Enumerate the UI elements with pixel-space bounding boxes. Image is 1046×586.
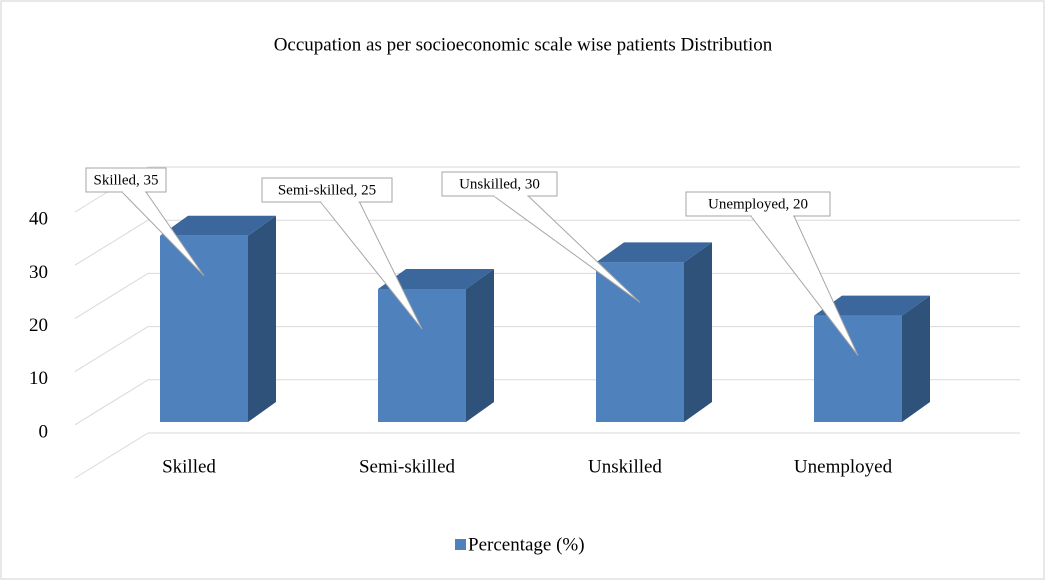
grid-side (74, 326, 149, 373)
bar (596, 262, 684, 422)
bar-top (378, 269, 494, 289)
x-tick-label: Skilled (162, 456, 216, 477)
data-label: Skilled, 35 (93, 172, 158, 188)
bar-side (684, 242, 712, 422)
legend-label: Percentage (%) (468, 534, 585, 555)
grid-side (74, 272, 149, 319)
bar (160, 235, 248, 422)
data-label: Semi-skilled, 25 (278, 182, 376, 198)
bar-side (466, 269, 494, 422)
y-tick-label: 30 (29, 262, 48, 283)
bar (814, 315, 902, 422)
data-label: Unskilled, 30 (459, 176, 540, 192)
legend-swatch (455, 539, 466, 550)
x-tick-label: Semi-skilled (359, 456, 456, 477)
y-tick-label: 0 (39, 421, 49, 442)
bar-side (248, 215, 276, 422)
grid-side (74, 432, 149, 479)
y-tick-label: 20 (29, 315, 48, 336)
x-tick-label: Unskilled (588, 456, 662, 477)
data-label: Unemployed, 20 (708, 196, 808, 212)
bar-top (596, 242, 712, 263)
bar-top (814, 295, 930, 316)
bar-top (160, 215, 276, 236)
x-tick-label: Unemployed (794, 456, 893, 477)
callout-box (85, 167, 167, 193)
y-tick-label: 10 (29, 368, 48, 389)
bar (378, 289, 466, 422)
callout-box (685, 191, 831, 217)
grid-side (74, 219, 149, 266)
callout-box (441, 171, 558, 197)
chart-title: Occupation as per socioeconomic scale wi… (274, 34, 773, 55)
y-tick-label: 40 (29, 209, 48, 230)
bar-side (902, 295, 930, 422)
grid-side (74, 379, 149, 426)
